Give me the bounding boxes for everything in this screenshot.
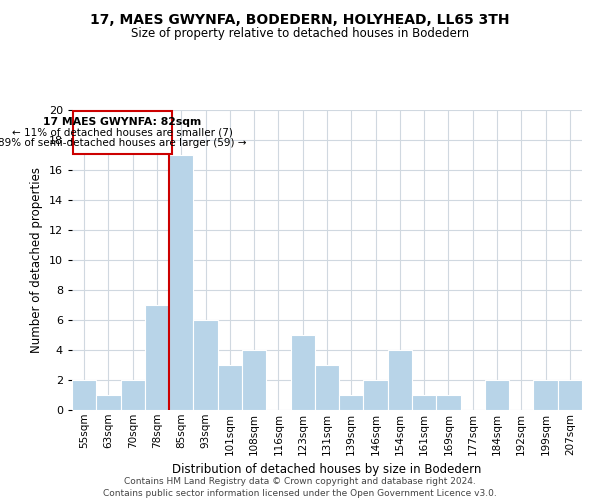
Bar (218, 365, 242, 410)
Y-axis label: Number of detached properties: Number of detached properties (30, 167, 43, 353)
FancyBboxPatch shape (73, 111, 172, 154)
Bar (96, 395, 121, 410)
Bar (315, 365, 339, 410)
Text: Size of property relative to detached houses in Bodedern: Size of property relative to detached ho… (131, 28, 469, 40)
Text: 17 MAES GWYNFA: 82sqm: 17 MAES GWYNFA: 82sqm (43, 116, 202, 126)
Bar (436, 395, 461, 410)
Bar (72, 380, 96, 410)
Bar (242, 350, 266, 410)
Bar (193, 320, 218, 410)
Text: 89% of semi-detached houses are larger (59) →: 89% of semi-detached houses are larger (… (0, 138, 247, 148)
Bar (339, 395, 364, 410)
Bar (412, 395, 436, 410)
Bar (145, 305, 169, 410)
Bar (290, 335, 315, 410)
Text: ← 11% of detached houses are smaller (7): ← 11% of detached houses are smaller (7) (12, 127, 233, 137)
X-axis label: Distribution of detached houses by size in Bodedern: Distribution of detached houses by size … (172, 463, 482, 476)
Text: Contains public sector information licensed under the Open Government Licence v3: Contains public sector information licen… (103, 489, 497, 498)
Bar (121, 380, 145, 410)
Bar (485, 380, 509, 410)
Bar (558, 380, 582, 410)
Bar (533, 380, 558, 410)
Text: Contains HM Land Registry data © Crown copyright and database right 2024.: Contains HM Land Registry data © Crown c… (124, 478, 476, 486)
Text: 17, MAES GWYNFA, BODEDERN, HOLYHEAD, LL65 3TH: 17, MAES GWYNFA, BODEDERN, HOLYHEAD, LL6… (90, 12, 510, 26)
Bar (388, 350, 412, 410)
Bar (364, 380, 388, 410)
Bar (169, 155, 193, 410)
